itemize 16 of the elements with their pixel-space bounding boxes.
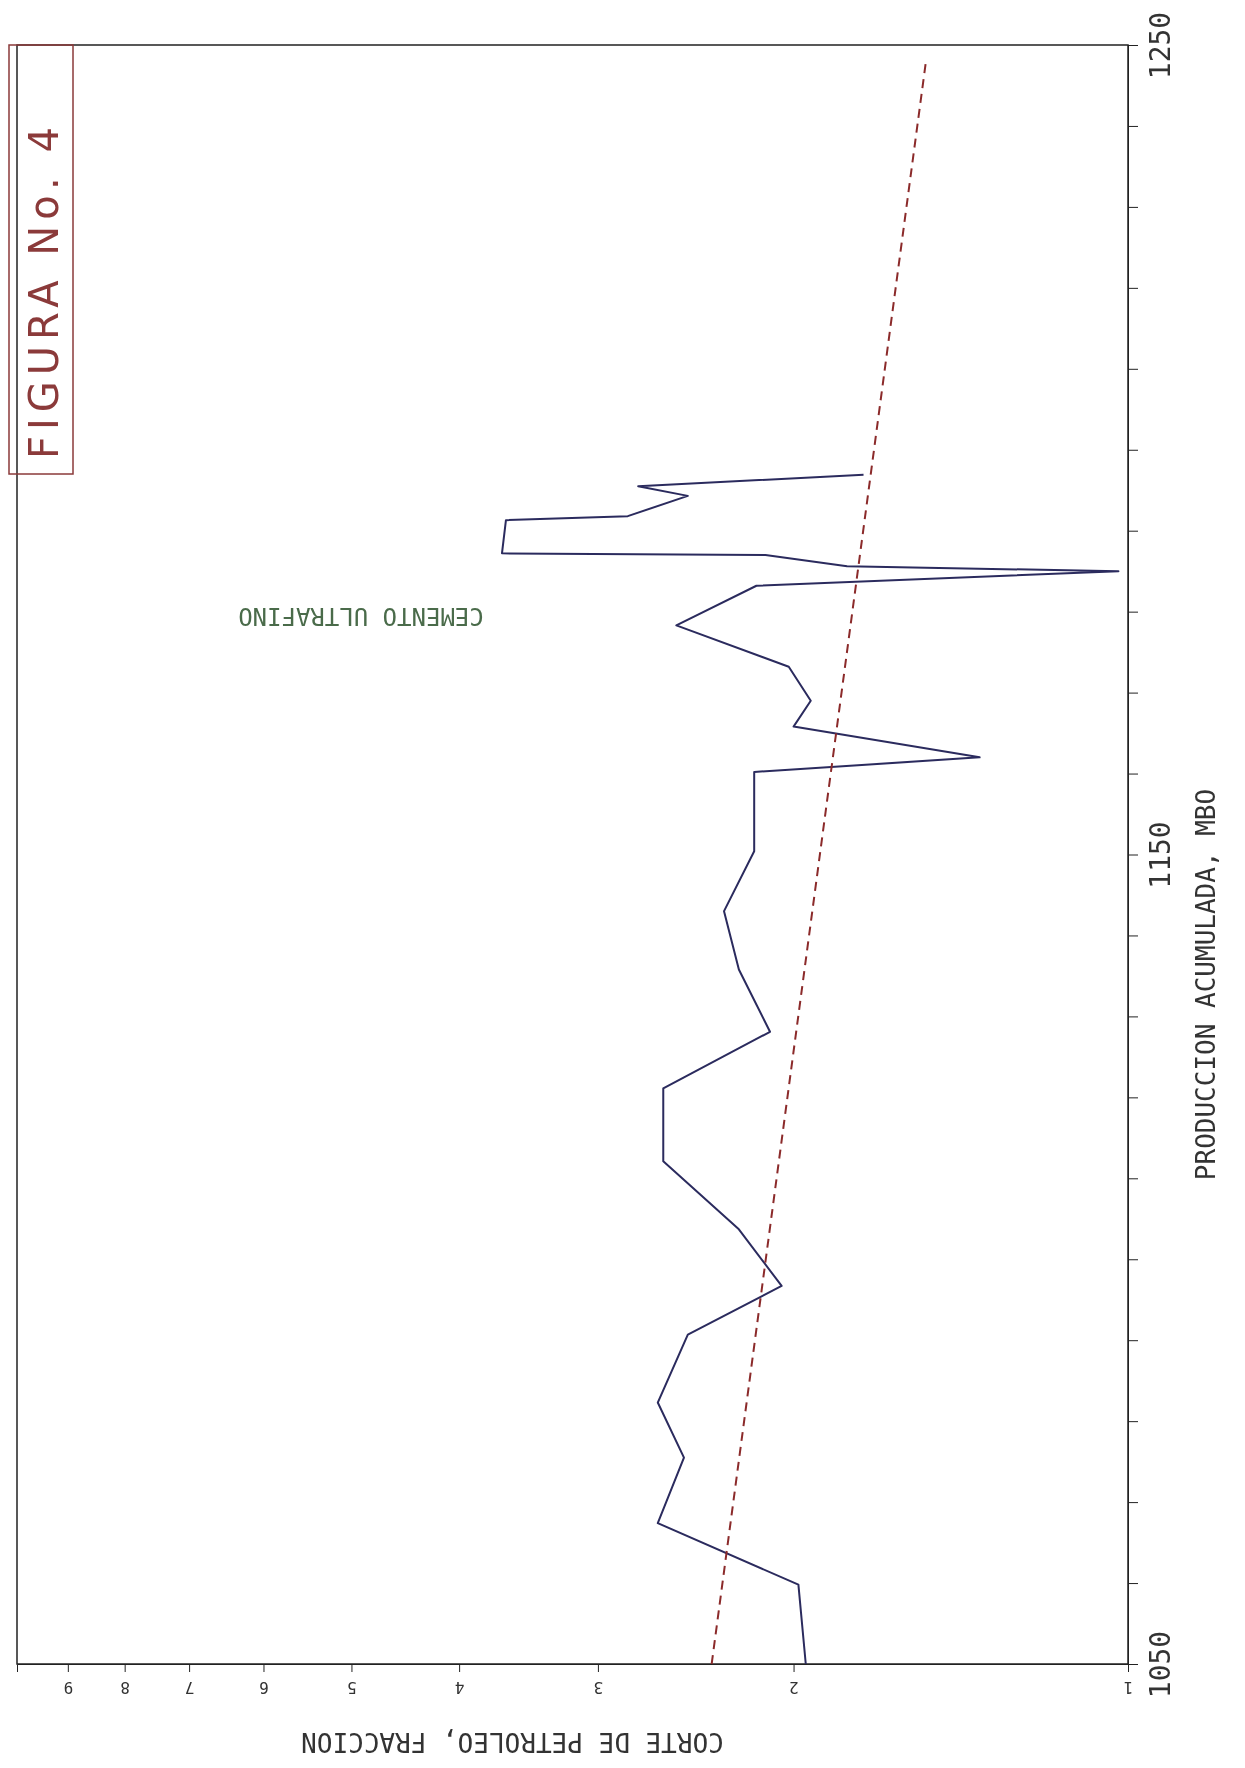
- x-axis-title: CORTE DE PETROLEO, FRACCION: [301, 1726, 724, 1757]
- y-tick-label: 1150: [1144, 821, 1177, 889]
- x-tick-label: 8: [120, 1677, 130, 1697]
- x-tick-label: 6: [259, 1677, 269, 1697]
- x-tick-label: 4: [454, 1677, 465, 1697]
- x-tick-label: 3: [593, 1677, 604, 1697]
- x-tick-label: 2: [789, 1677, 799, 1697]
- x-tick-label: 1: [1123, 1677, 1134, 1697]
- x-tick-label: 7: [184, 1677, 195, 1697]
- y-tick-label: 1250: [1144, 11, 1177, 80]
- x-tick-label: 5: [347, 1677, 357, 1697]
- x-tick-label: 9: [63, 1677, 74, 1697]
- y-tick-label: 1050: [1144, 1630, 1177, 1699]
- text: FIGURA No. 4: [21, 121, 67, 459]
- y-axis-title: PRODUCCION ACUMULADA, MBO: [1190, 788, 1221, 1181]
- annotation: CEMENTO ULTRAFINO: [238, 602, 484, 630]
